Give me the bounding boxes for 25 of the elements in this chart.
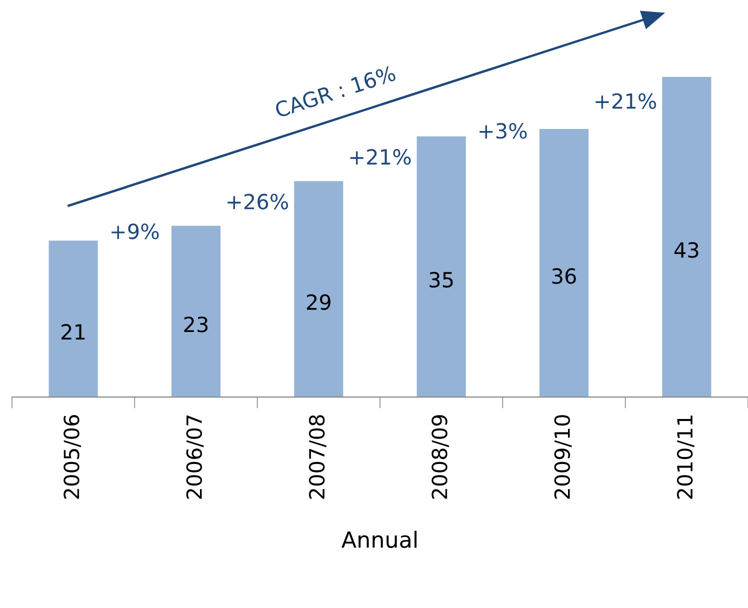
data-label: 21	[62, 324, 85, 340]
data-label: 23	[184, 316, 208, 332]
annotation: +9%	[112, 223, 159, 240]
annotation: CAGR : 16%	[274, 65, 396, 118]
bar	[294, 181, 344, 398]
x-tick-label: 2008/09	[432, 415, 449, 499]
data-label: 36	[552, 268, 576, 284]
annotation: +3%	[480, 122, 527, 139]
data-label: 43	[674, 242, 698, 258]
bar	[662, 76, 712, 398]
annotation: +26%	[228, 194, 288, 210]
bar	[171, 226, 221, 398]
data-label: 29	[306, 294, 330, 310]
x-tick-label: 2006/07	[186, 415, 204, 499]
x-tick-label: 2005/06	[64, 415, 81, 499]
bar	[416, 136, 466, 398]
bar	[539, 128, 589, 398]
annotation: +21%	[350, 149, 411, 165]
x-tick-label: 2010/11	[676, 416, 694, 499]
bar	[48, 240, 98, 398]
x-axis-title: Annual	[342, 530, 417, 548]
x-tick-label: 2007/08	[308, 415, 326, 499]
annotation: +21%	[596, 93, 656, 109]
x-tick-label: 2009/10	[554, 415, 572, 499]
data-label: 35	[430, 272, 453, 288]
